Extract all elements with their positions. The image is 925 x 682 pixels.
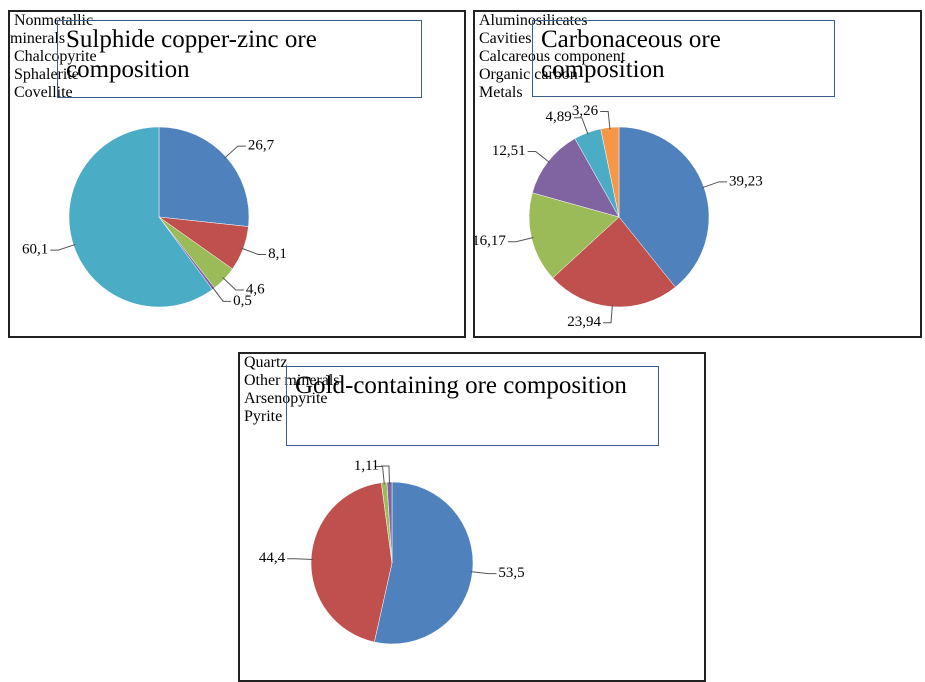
leader-line: [287, 558, 314, 561]
legend-item: Organic carbon: [475, 66, 630, 84]
chart-panel: 53,5 44,4 1,1 1 Gold-containing ore composit…: [238, 352, 706, 682]
data-label: 60,1: [22, 242, 48, 258]
pie-slice: [310, 482, 393, 643]
legend-label: Calcareous component: [479, 48, 626, 65]
data-label: 1: [371, 457, 379, 473]
legend-label: Sphalerite: [14, 66, 79, 83]
legend-label: Chalcopyrite: [14, 48, 97, 65]
legend-label: Other minerals: [244, 372, 340, 389]
legend-item: Other minerals: [240, 372, 380, 390]
leader-line: [241, 247, 267, 255]
chart-title: Sulphide copper-zinc ore composition: [57, 20, 422, 98]
leader-line: [224, 145, 246, 159]
data-label: 4,89: [546, 109, 572, 125]
data-label: 1,1: [354, 458, 373, 474]
chart-panel: 26,7 8,1 4,6 0,5 60,1 Sulphide copper-zinc or…: [8, 10, 466, 338]
pie-chart: 26,7 8,1 4,60,5 60,1: [22, 126, 287, 309]
pie-chart: 53,5 44,4 1,11: [259, 457, 525, 645]
data-label: 53,5: [498, 565, 524, 581]
data-label: 12,51: [492, 143, 526, 159]
leader-line: [50, 243, 76, 251]
legend-label: Metals: [479, 84, 523, 101]
legend-label: Quartz: [244, 354, 288, 371]
legend-item: Arsenopyrite: [240, 390, 380, 408]
legend-label: Nonmetallic minerals: [10, 12, 94, 47]
leader-line: [573, 117, 589, 135]
legend: Nonmetallic minerals Chalcopyrite Sphaleri…: [10, 12, 150, 102]
legend-item: Metals: [475, 84, 630, 102]
data-label: 44,4: [259, 550, 286, 566]
legend: Aluminosilicates Cavities Calcareous compo…: [475, 12, 630, 102]
legend-item: Pyrite: [240, 408, 380, 426]
chart-panel: 39,23 23,94 16,17 12,51 4,89 3,26 Carbonaceous…: [473, 10, 922, 338]
legend-label: Organic carbon: [479, 66, 578, 83]
data-label: 3,26: [572, 103, 599, 119]
legend-item: Calcareous component: [475, 48, 630, 66]
leader-line: [507, 237, 534, 243]
data-label: 23,94: [567, 314, 601, 330]
data-label: 39,23: [729, 173, 763, 189]
chart-title: Gold-containing ore composition: [286, 366, 659, 446]
leader-line: [470, 571, 497, 575]
legend-item: Chalcopyrite: [10, 48, 150, 66]
legend: Quartz Other minerals Arsenopyrite Pyrite: [240, 354, 380, 426]
leader-line: [222, 277, 244, 291]
legend-label: Arsenopyrite: [244, 390, 328, 407]
leader-line: [600, 111, 611, 130]
legend-item: Cavities: [475, 30, 630, 48]
data-label: 16,17: [475, 233, 506, 249]
data-label: 0,5: [233, 293, 252, 309]
data-label: 4,6: [246, 281, 265, 297]
data-label: 26,7: [248, 138, 275, 154]
legend-label: Cavities: [479, 30, 532, 47]
legend-item: Sphalerite: [10, 66, 150, 84]
leader-line: [527, 151, 551, 164]
chart-title: Carbonaceous ore composition: [532, 20, 835, 97]
data-label: 8,1: [268, 246, 287, 262]
pie-chart: 39,23 23,94 16,17 12,51 4,89 3,26: [475, 103, 763, 330]
leader-line: [701, 181, 727, 189]
leader-line: [603, 304, 613, 324]
legend-item: Nonmetallic minerals: [10, 12, 150, 48]
legend-item: Quartz: [240, 354, 380, 372]
pie-slice: [158, 126, 250, 227]
leader-line: [211, 286, 232, 302]
legend-label: Pyrite: [244, 408, 283, 425]
leader-line: [380, 465, 391, 485]
